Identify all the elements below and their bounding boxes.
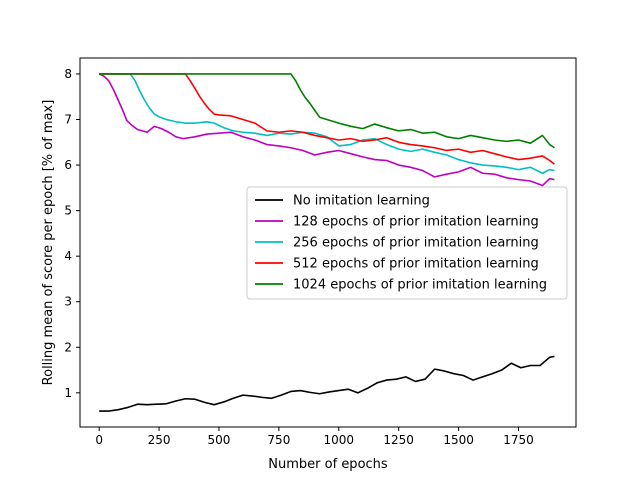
legend-label: 128 epochs of prior imitation learning [293,215,539,230]
legend: No imitation learning 128 epochs of prior… [246,186,568,300]
x-tick-label: 1750 [503,433,534,447]
x-tick-label: 500 [208,433,231,447]
series-layer [98,73,555,412]
axes-frame [79,57,577,428]
series-line-3 [99,73,555,165]
x-axis-ticks: 0 250 500 750 1000 1250 1500 1750 [95,427,534,447]
x-tick-label: 1000 [324,433,355,447]
y-tick-label: 8 [64,67,72,81]
legend-label: 1024 epochs of prior imitation learning [293,278,547,293]
x-tick-label: 1250 [383,433,414,447]
x-axis-label: Number of epochs [268,457,388,472]
y-tick-label: 7 [64,113,72,127]
y-tick-label: 5 [64,204,72,218]
y-axis-ticks: 1 2 3 4 5 6 7 8 [64,67,80,400]
legend-box [246,186,568,300]
x-tick-label: 0 [95,433,103,447]
legend-label: 256 epochs of prior imitation learning [293,236,539,251]
series-line-4 [99,73,555,149]
y-tick-label: 3 [64,295,72,309]
y-tick-label: 4 [64,249,72,263]
series-line-2 [99,73,555,175]
y-axis-label: Rolling mean of score per epoch [% of ma… [41,100,56,386]
legend-label: 512 epochs of prior imitation learning [293,257,539,272]
series-line-1 [98,73,555,187]
y-tick-label: 6 [64,158,72,172]
y-tick-label: 1 [64,386,72,400]
series-line-0 [99,355,555,412]
y-tick-label: 2 [64,340,72,354]
x-tick-label: 1500 [443,433,474,447]
legend-label: No imitation learning [293,194,430,209]
x-tick-label: 250 [148,433,171,447]
x-tick-label: 750 [267,433,290,447]
